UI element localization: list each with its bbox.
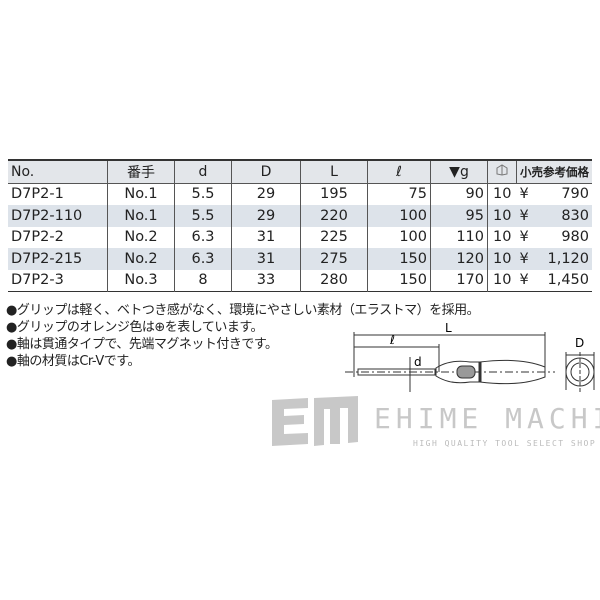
cell-l: 75 [367,183,431,205]
cell-D: 29 [231,183,301,205]
cell-L: 280 [300,269,368,292]
cell-D: 31 [231,226,301,248]
header-d: d [174,160,232,184]
cell-price: 790 [561,186,589,203]
header-price: 小売参考価格 [516,160,592,184]
header-L: L [300,160,368,184]
em-logo-mark-icon [272,396,358,446]
label-L: L [445,322,452,335]
cell-model-no: D7P2-110 [8,205,108,227]
cell-D: 31 [231,248,301,270]
box-icon [487,160,517,184]
cell-weight: 110 [430,226,488,248]
cell-qty: 10 [487,248,517,270]
cell-L: 220 [300,205,368,227]
cell-D: 29 [231,205,301,227]
cell-size: No.2 [107,248,175,270]
table-row: D7P2-1 No.1 5.5 29 195 75 90 10 ¥790 [8,183,592,205]
cell-L: 275 [300,248,368,270]
table-row: D7P2-3 No.3 8 33 280 150 170 10 ¥1,450 [8,269,592,292]
cell-d: 8 [174,269,232,292]
cell-weight: 170 [430,269,488,292]
cell-yen: ¥ [519,229,529,246]
cell-d: 5.5 [174,205,232,227]
cell-model-no: D7P2-2 [11,229,64,246]
cell-size: No.1 [107,183,175,205]
cell-qty: 10 [487,269,517,292]
note-4: ●軸の材質はCr-Vです。 [6,354,140,369]
note-1: ●グリップは軽く、ベトつき感がなく、環境にやさしい素材（エラストマ）を採用。 [6,303,480,318]
cell-size: No.2 [107,226,175,248]
cell-price: 980 [561,229,589,246]
note-2: ●グリップのオレンジ色は⊕を表しています。 [6,320,264,335]
cell-d: 5.5 [174,183,232,205]
cell-l: 100 [367,205,431,227]
cell-l: 150 [367,269,431,292]
cell-weight: 90 [430,183,488,205]
cell-qty: 10 [487,205,517,227]
cell-D: 33 [231,269,301,292]
cell-size: No.3 [107,269,175,292]
cell-qty: 10 [487,226,517,248]
logo-tagline: HIGH QUALITY TOOL SELECT SHOP [413,439,596,448]
notes: ●グリップは軽く、ベトつき感がなく、環境にやさしい素材（エラストマ）を採用。 ●… [6,302,480,370]
cell-qty: 10 [487,183,517,205]
label-d: d [414,355,422,369]
cell-yen: ¥ [519,272,529,289]
ehime-machine-logo: EHIME MACHINE HIGH QUALITY TOOL SELECT S… [272,396,600,448]
header-D: D [231,160,301,184]
table-row: D7P2-215 No.2 6.3 31 275 150 120 10 ¥1,120 [8,248,592,270]
header-size: 番手 [107,160,175,184]
cell-model-no: D7P2-215 [8,248,108,270]
table-row: D7P2-110 No.1 5.5 29 220 100 95 10 ¥830 [8,205,592,227]
cell-yen: ¥ [516,205,535,227]
screwdriver-diagram: L ℓ d D [345,322,595,394]
label-l: ℓ [389,333,395,347]
cell-weight: 120 [430,248,488,270]
header-no: No. [8,160,108,184]
note-3: ●軸は貫通タイプで、先端マグネット付きです。 [6,337,278,352]
cell-d: 6.3 [174,248,232,270]
label-D: D [575,336,584,350]
cell-weight: 95 [430,205,488,227]
logo-name: EHIME MACHINE [374,402,600,435]
cell-size: No.1 [107,205,175,227]
cell-yen: ¥ [519,186,529,203]
cell-L: 225 [300,226,368,248]
cell-price: 830 [534,205,592,227]
cell-yen: ¥ [516,248,535,270]
cell-l: 100 [367,226,431,248]
header-weight: ▼g [430,160,488,184]
cell-price: 1,450 [547,272,589,289]
table-row: D7P2-2 No.2 6.3 31 225 100 110 10 ¥980 [8,226,592,248]
cell-d: 6.3 [174,226,232,248]
header-l: ℓ [367,160,431,184]
cell-model-no: D7P2-1 [11,186,64,203]
cell-l: 150 [367,248,431,270]
spec-table: No. 番手 d D L ℓ ▼g 小売参考価格 D7P2-1 No.1 5.5 29… [8,159,592,292]
cell-L: 195 [300,183,368,205]
cell-price: 1,120 [534,248,592,270]
cell-model-no: D7P2-3 [11,272,64,289]
